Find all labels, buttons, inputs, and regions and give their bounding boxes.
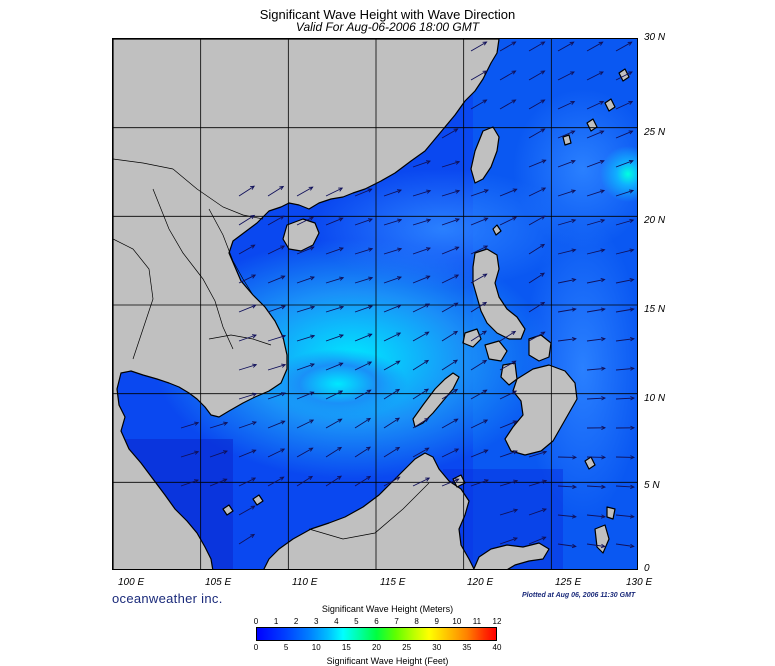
colorbar [256, 627, 497, 641]
meter-tick: 2 [294, 617, 298, 626]
feet-tick: 25 [402, 643, 411, 652]
land-ryukyu-4 [563, 135, 571, 145]
feet-tick: 30 [432, 643, 441, 652]
meter-tick: 3 [314, 617, 318, 626]
lat-label-25n: 25 N [644, 127, 665, 138]
meter-tick: 9 [435, 617, 439, 626]
wave-height-map [112, 38, 638, 570]
lat-label-5n: 5 N [644, 480, 660, 491]
lon-label-105e: 105 E [205, 577, 231, 588]
lat-label-30n: 30 N [644, 32, 665, 43]
meter-tick: 8 [414, 617, 418, 626]
lat-label-20n: 20 N [644, 215, 665, 226]
map-canvas [113, 39, 638, 570]
meter-tick: 10 [452, 617, 461, 626]
lon-label-120e: 120 E [467, 577, 493, 588]
lat-label-10n: 10 N [644, 393, 665, 404]
sea-swell-core [268, 349, 408, 419]
lon-label-115e: 115 E [380, 577, 405, 588]
feet-tick: 10 [312, 643, 321, 652]
feet-tick: 0 [254, 643, 258, 652]
lon-label-100e: 100 E [118, 577, 144, 588]
meter-tick: 1 [274, 617, 278, 626]
lon-label-110e: 110 E [292, 577, 317, 588]
lon-label-130e: 130 E [626, 577, 652, 588]
meter-tick: 11 [473, 617, 481, 626]
meter-tick: 4 [334, 617, 338, 626]
land-morotai [607, 507, 615, 519]
lon-label-125e: 125 E [555, 577, 581, 588]
meter-tick: 6 [374, 617, 378, 626]
meter-tick: 0 [254, 617, 258, 626]
feet-tick: 40 [493, 643, 502, 652]
meter-tick: 12 [493, 617, 502, 626]
lat-label-0: 0 [644, 563, 650, 574]
feet-tick: 15 [342, 643, 351, 652]
plotted-timestamp: Plotted at Aug 06, 2006 11:30 GMT [522, 592, 635, 599]
colorbar-title-meters: Significant Wave Height (Meters) [0, 604, 775, 614]
feet-tick: 20 [372, 643, 381, 652]
meter-tick: 5 [354, 617, 358, 626]
meter-tick: 7 [394, 617, 398, 626]
lat-label-15n: 15 N [644, 304, 665, 315]
feet-tick: 5 [284, 643, 288, 652]
feet-tick: 35 [462, 643, 471, 652]
